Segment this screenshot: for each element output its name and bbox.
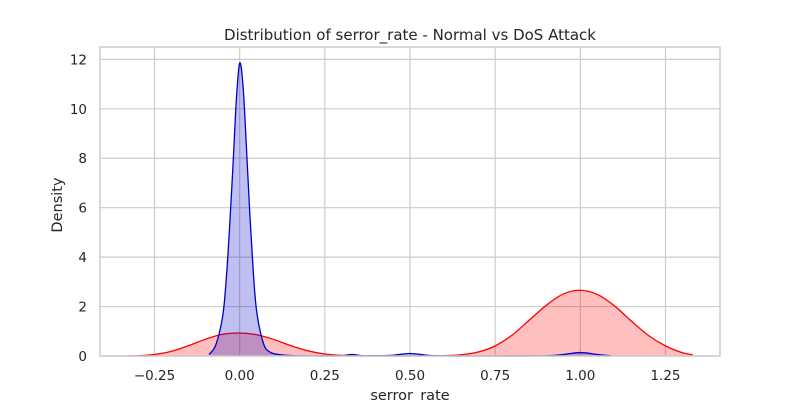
x-tick-label: 1.00: [565, 368, 595, 384]
x-tick-label: −0.25: [134, 368, 175, 384]
y-tick-label: 10: [70, 102, 87, 118]
y-tick-label: 12: [70, 52, 87, 68]
x-tick-label: 0.00: [225, 368, 255, 384]
x-tick-label: 1.25: [650, 368, 680, 384]
y-tick-label: 0: [78, 349, 87, 365]
x-tick-label: 0.25: [310, 368, 340, 384]
density-area-2: [209, 62, 611, 357]
plot-frame: [99, 46, 721, 357]
y-axis-label: Density: [50, 177, 66, 233]
y-tick-label: 2: [78, 300, 87, 316]
chart-title: Distribution of serror_rate - Normal vs …: [224, 26, 596, 45]
x-tick-label: 0.50: [395, 368, 425, 384]
y-tick-label: 6: [78, 201, 87, 217]
y-tick-label: 4: [78, 250, 87, 266]
x-axis-label: serror_rate: [370, 388, 449, 400]
density-area-1: [127, 290, 693, 356]
y-tick-label: 8: [78, 151, 87, 167]
tick-layer: −0.25 0.00 0.25 0.50 0.75 1.00 1.25 0 2 4 6 8 10 12: [70, 52, 681, 384]
x-tick-label: 0.75: [480, 368, 510, 384]
grid-layer: [100, 47, 720, 357]
